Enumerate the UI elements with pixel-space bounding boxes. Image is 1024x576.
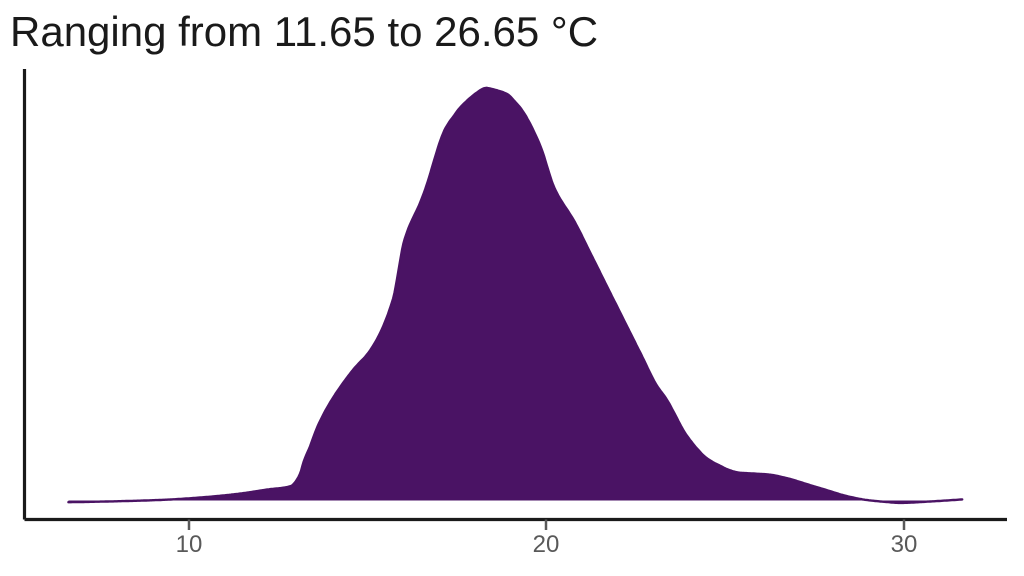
svg-text:20: 20 xyxy=(533,531,560,558)
svg-text:10: 10 xyxy=(176,531,203,558)
svg-text:30: 30 xyxy=(891,531,918,558)
